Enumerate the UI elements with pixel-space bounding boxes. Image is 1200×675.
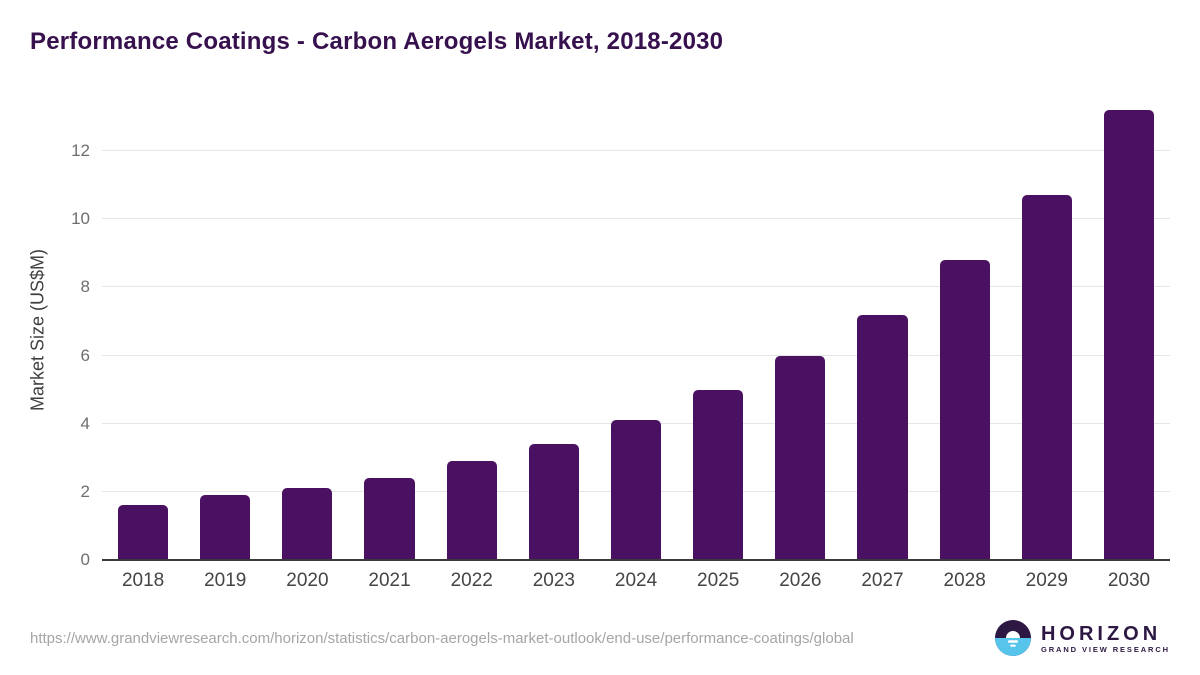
gridline (102, 218, 1170, 220)
x-axis-line (102, 559, 1170, 561)
bar-2018 (118, 505, 169, 560)
gridline (102, 150, 1170, 152)
bar-cell (677, 100, 759, 560)
bar-cell (513, 100, 595, 560)
y-tick-label: 12 (71, 141, 90, 161)
y-tick-label: 8 (80, 277, 90, 297)
bar-cell (759, 100, 841, 560)
bars-container (102, 100, 1170, 560)
x-tick-label-2019: 2019 (204, 570, 247, 591)
x-tick-label-2027: 2027 (861, 570, 904, 591)
bar-2029 (1021, 195, 1072, 560)
y-tick-label: 6 (80, 345, 90, 365)
y-tick-label: 2 (80, 481, 90, 501)
bar-cell (595, 100, 677, 560)
logo-text-block: HORIZON GRAND VIEW RESEARCH (1041, 623, 1170, 654)
chart-title: Performance Coatings - Carbon Aerogels M… (30, 28, 724, 55)
x-tick-label-2028: 2028 (943, 570, 986, 591)
horizon-logo: HORIZON GRAND VIEW RESEARCH (994, 620, 1170, 656)
gridline (102, 286, 1170, 288)
bar-2019 (200, 495, 251, 560)
bar-cell (102, 100, 184, 560)
x-tick-label-2025: 2025 (697, 570, 740, 591)
x-tick-label-2020: 2020 (286, 570, 329, 591)
y-axis-ticks: 0 2 4 6 8 10 12 (0, 100, 90, 569)
bar-cell (348, 100, 430, 560)
bar-2026 (775, 355, 826, 560)
logo-name: HORIZON (1040, 622, 1162, 645)
y-tick-label: 10 (71, 209, 90, 229)
bar-cell (266, 100, 348, 560)
bar-2022 (446, 461, 497, 560)
bar-cell (184, 100, 266, 560)
gridline (102, 354, 1170, 356)
logo-subtext: GRAND VIEW RESEARCH (1040, 644, 1170, 654)
bar-2028 (939, 260, 990, 560)
bar-cell (1088, 100, 1170, 560)
bar-cell (1006, 100, 1088, 560)
x-tick-label-2026: 2026 (779, 570, 822, 591)
bar-2021 (364, 478, 415, 560)
plot-area (102, 100, 1170, 561)
bar-2027 (857, 314, 908, 560)
bar-2024 (610, 420, 662, 560)
y-tick-label: 4 (80, 413, 90, 433)
x-tick-label-2024: 2024 (614, 570, 658, 591)
x-tick-label-2022: 2022 (450, 570, 493, 591)
bar-2023 (528, 444, 579, 560)
x-axis-ticks: 2018 2019 2020 2021 2022 2023 2024 2025 2026 2027… (102, 564, 1170, 598)
y-tick-label: 0 (80, 550, 90, 569)
bar-cell (431, 100, 513, 560)
bar-2030 (1103, 110, 1154, 560)
x-tick-label-2030: 2030 (1107, 570, 1151, 591)
x-tick-label-2018: 2018 (121, 570, 165, 591)
x-tick-label-2029: 2029 (1025, 570, 1068, 591)
source-url: https://www.grandviewresearch.com/horizo… (30, 629, 854, 647)
bar-cell (924, 100, 1006, 560)
bar-cell (841, 100, 923, 560)
bar-2020 (282, 488, 333, 560)
footer: https://www.grandviewresearch.com/horizo… (30, 615, 1170, 661)
x-tick-label-2023: 2023 (532, 570, 575, 591)
horizon-logo-icon (994, 620, 1031, 656)
x-tick-label-2021: 2021 (368, 570, 411, 591)
bar-2025 (693, 389, 744, 560)
